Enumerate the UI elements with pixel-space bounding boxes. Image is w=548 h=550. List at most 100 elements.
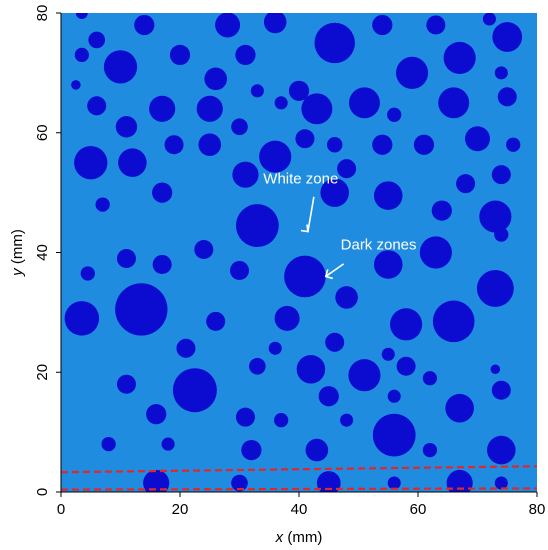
particle-10 bbox=[372, 14, 393, 36]
y-axis-label: y (mm) bbox=[9, 229, 26, 277]
particle-8 bbox=[263, 13, 287, 34]
particle-47 bbox=[95, 197, 110, 212]
y-tick-label-20: 20 bbox=[34, 364, 51, 381]
particle-32 bbox=[118, 148, 147, 177]
particle-52 bbox=[431, 200, 452, 221]
particle-94 bbox=[241, 439, 262, 461]
particle-9 bbox=[314, 22, 355, 64]
particle-99 bbox=[231, 474, 248, 492]
annotation-arrowhead-1 bbox=[324, 269, 333, 280]
particle-30 bbox=[497, 87, 517, 107]
particle-55 bbox=[152, 254, 172, 274]
particle-12 bbox=[426, 15, 446, 35]
particle-92 bbox=[101, 436, 116, 452]
guide-line-0 bbox=[60, 465, 538, 474]
particle-71 bbox=[176, 338, 196, 358]
annotation-1: Dark zones bbox=[341, 237, 417, 254]
particle-61 bbox=[419, 236, 452, 269]
particle-79 bbox=[422, 371, 438, 386]
particle-28 bbox=[387, 107, 402, 122]
x-axis-variable: x bbox=[275, 529, 284, 546]
particle-49 bbox=[235, 204, 279, 247]
particle-73 bbox=[325, 332, 345, 352]
particle-69 bbox=[390, 308, 423, 341]
particle-72 bbox=[268, 341, 282, 355]
particle-98 bbox=[143, 469, 170, 492]
particle-35 bbox=[231, 118, 248, 136]
particle-40 bbox=[337, 159, 357, 179]
particle-31 bbox=[74, 146, 108, 180]
particle-1 bbox=[74, 47, 89, 63]
particle-93 bbox=[161, 437, 175, 451]
guide-line-1 bbox=[60, 487, 538, 491]
x-axis-label: x (mm) bbox=[275, 529, 323, 546]
particle-86 bbox=[318, 386, 339, 407]
particle-68 bbox=[274, 305, 300, 331]
x-tick-label-40: 40 bbox=[291, 501, 308, 518]
particle-51 bbox=[373, 181, 403, 210]
particle-95 bbox=[305, 438, 329, 462]
particle-39 bbox=[326, 136, 343, 153]
particle-4 bbox=[134, 14, 155, 36]
guide-lines-layer bbox=[60, 465, 538, 491]
particle-18 bbox=[87, 96, 107, 116]
particle-46 bbox=[491, 165, 511, 185]
x-tick-label-0: 0 bbox=[57, 501, 65, 518]
particle-89 bbox=[372, 413, 416, 457]
particle-82 bbox=[172, 368, 217, 413]
particle-26 bbox=[301, 93, 333, 125]
particle-57 bbox=[229, 260, 250, 280]
particle-60 bbox=[373, 250, 403, 279]
annotation-0: White zone bbox=[263, 171, 338, 188]
particle-84 bbox=[146, 404, 167, 425]
particle-27 bbox=[348, 87, 380, 119]
annotations-layer: White zone Dark zones bbox=[263, 171, 417, 280]
particle-62 bbox=[494, 227, 509, 242]
particle-48 bbox=[152, 182, 173, 203]
particle-38 bbox=[295, 129, 315, 149]
annotation-arrow-1 bbox=[325, 263, 345, 278]
particle-5 bbox=[169, 44, 191, 66]
y-axis-unit: (mm) bbox=[9, 229, 26, 268]
particle-91 bbox=[491, 380, 511, 400]
particle-53 bbox=[479, 200, 512, 233]
particle-25 bbox=[196, 95, 223, 122]
particle-100 bbox=[316, 471, 341, 492]
particle-83 bbox=[235, 407, 255, 427]
x-tick-label-20: 20 bbox=[172, 501, 189, 518]
y-tick-label-60: 60 bbox=[34, 124, 51, 141]
particle-29 bbox=[438, 87, 470, 119]
particle-21 bbox=[204, 67, 228, 91]
particle-78 bbox=[396, 356, 416, 376]
particle-64 bbox=[80, 266, 95, 281]
axes-layer: 0 20 40 60 80 0 20 40 60 80 bbox=[34, 5, 545, 518]
particle-50 bbox=[320, 178, 349, 207]
particle-33 bbox=[164, 135, 184, 155]
y-axis-variable: y bbox=[9, 267, 26, 277]
particle-76 bbox=[296, 354, 326, 384]
particle-3 bbox=[103, 50, 138, 84]
particle-102 bbox=[446, 469, 473, 492]
particle-81 bbox=[116, 374, 136, 394]
particle-87 bbox=[340, 413, 354, 427]
particle-88 bbox=[387, 389, 401, 403]
particle-54 bbox=[116, 248, 136, 269]
particle-85 bbox=[274, 413, 289, 428]
particle-103 bbox=[494, 476, 508, 490]
particle-65 bbox=[64, 301, 100, 336]
x-tick-label-80: 80 bbox=[529, 501, 546, 518]
particle-101 bbox=[387, 476, 401, 490]
particle-75 bbox=[249, 357, 266, 375]
particle-36 bbox=[232, 161, 259, 188]
particle-80 bbox=[490, 364, 501, 375]
annotation-arrowhead-0 bbox=[300, 224, 309, 233]
y-tick-label-0: 0 bbox=[34, 488, 51, 496]
particle-56 bbox=[194, 239, 214, 260]
particle-67 bbox=[206, 311, 226, 331]
particle-77 bbox=[348, 359, 381, 392]
particle-11 bbox=[395, 56, 429, 89]
particle-59 bbox=[335, 286, 358, 309]
particle-14 bbox=[482, 13, 496, 26]
particle-41 bbox=[372, 134, 393, 155]
